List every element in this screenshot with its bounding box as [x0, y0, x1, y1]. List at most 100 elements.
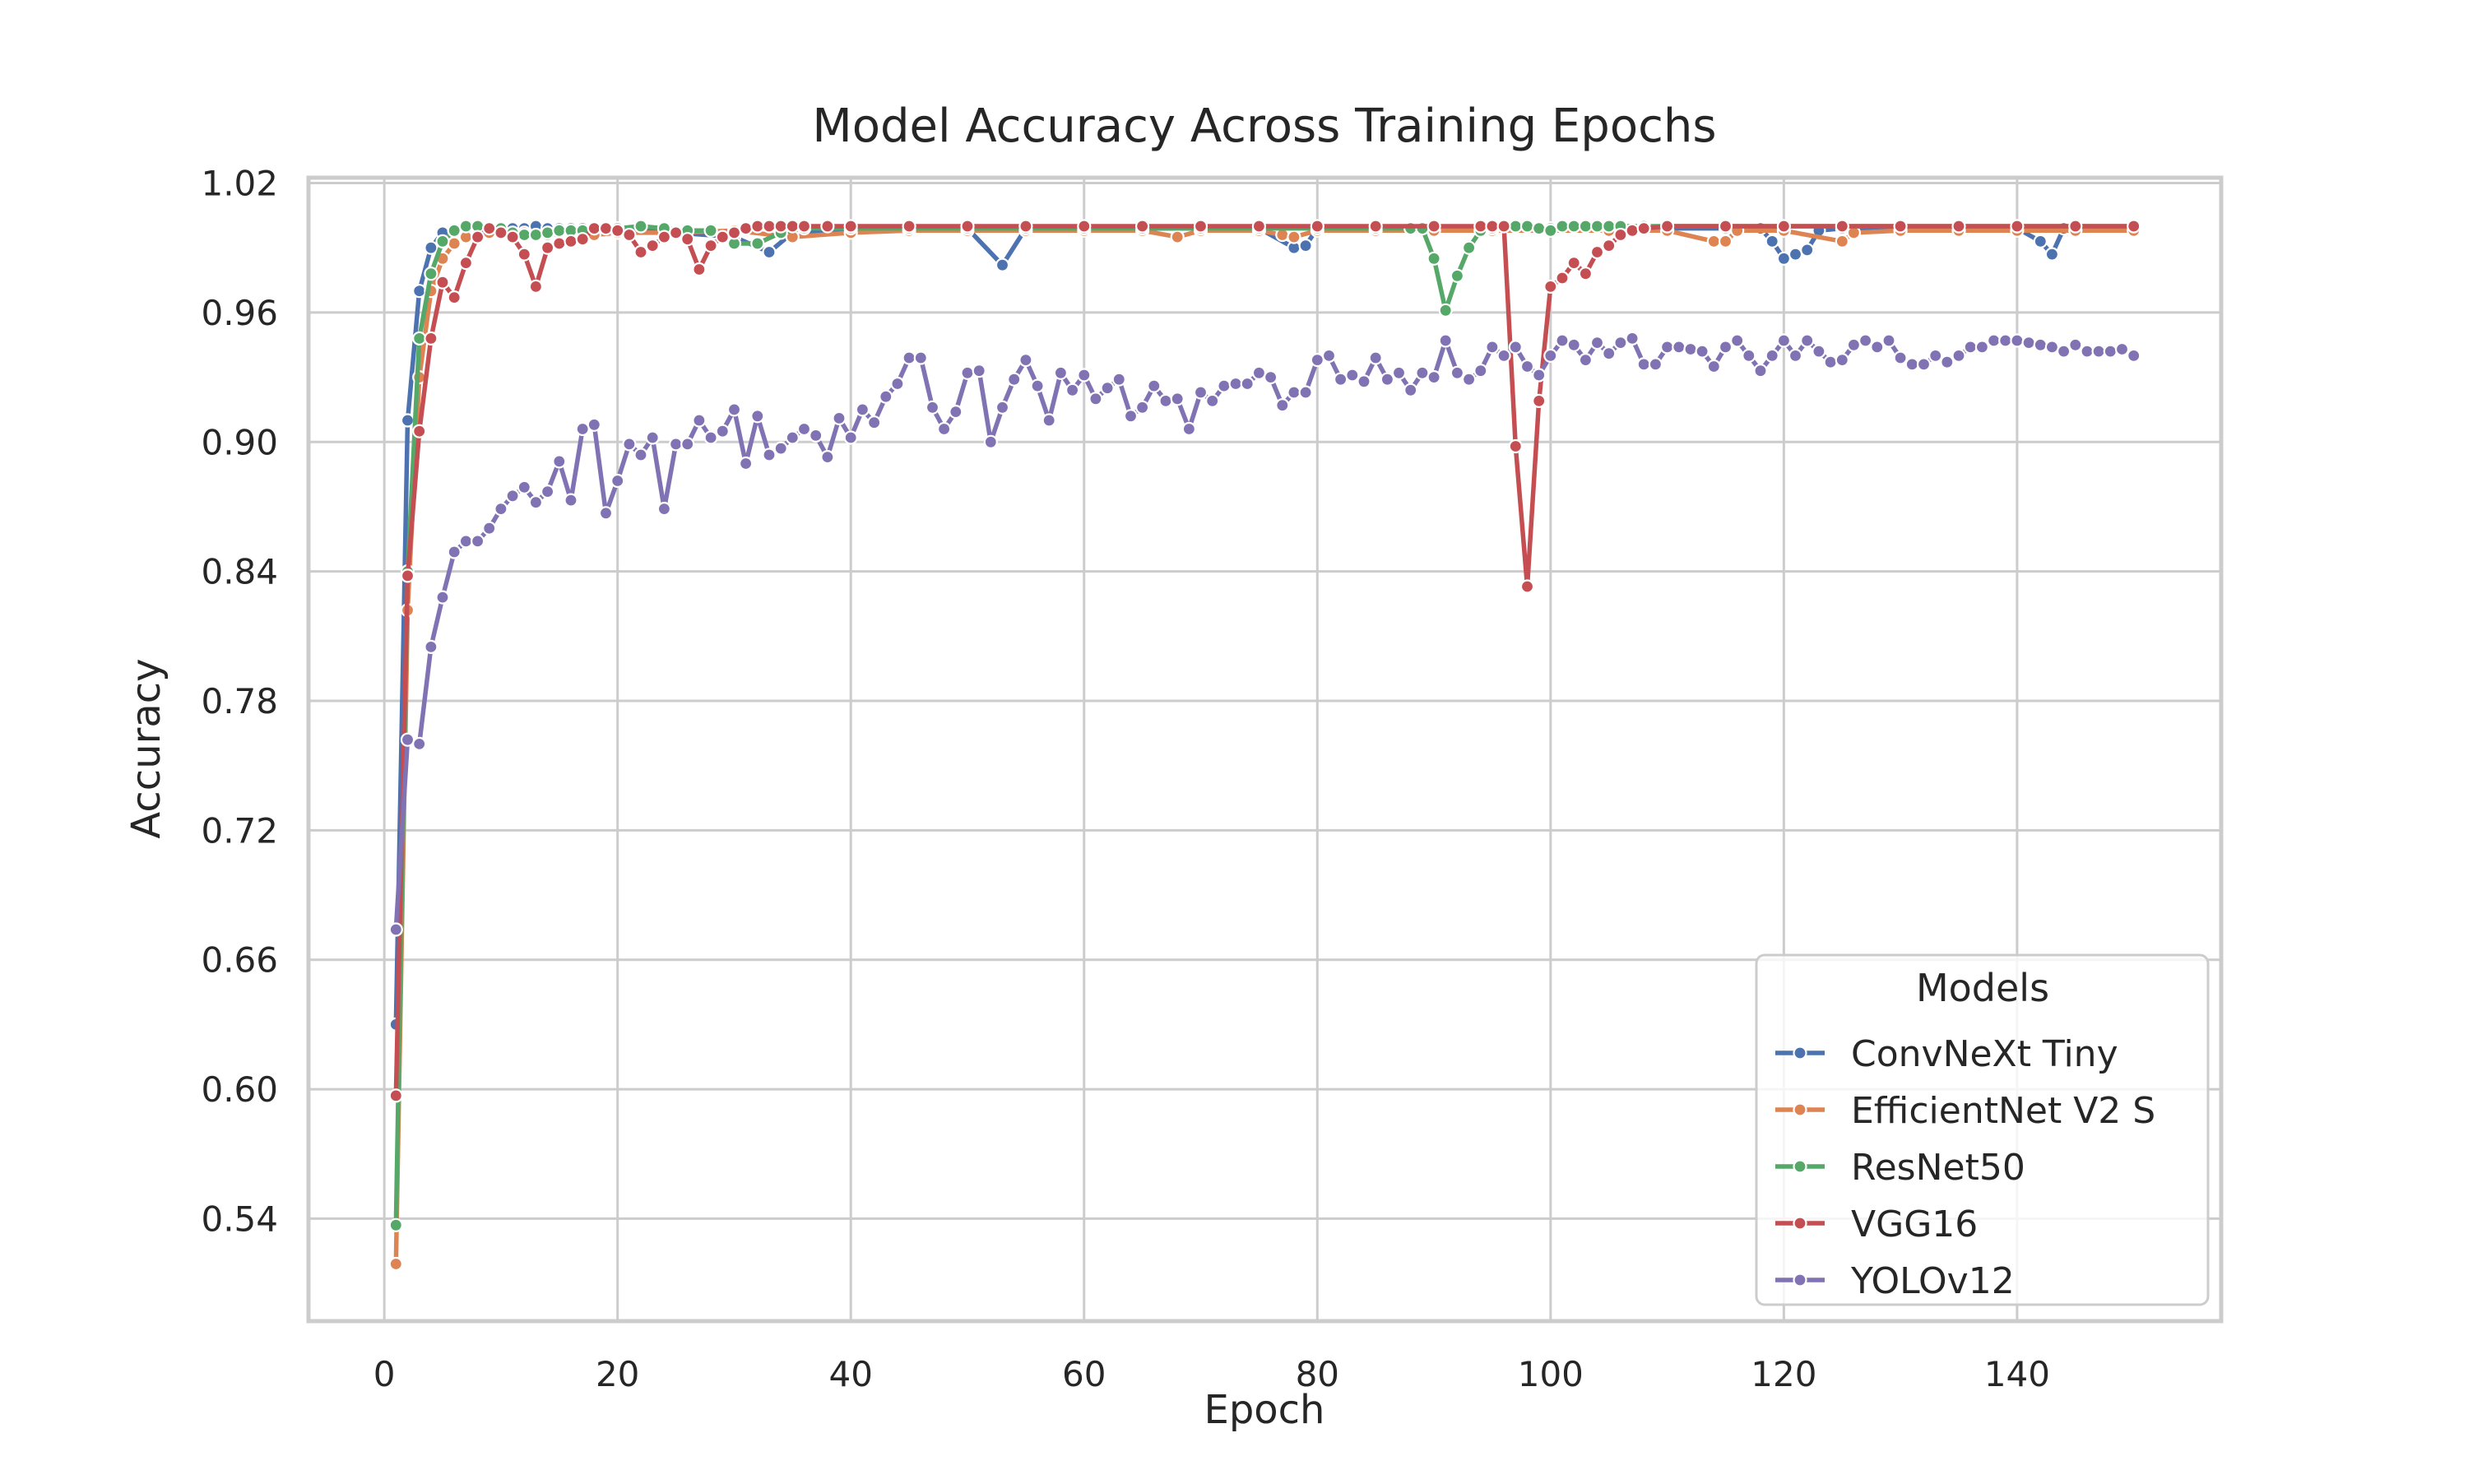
- data-point: [1940, 355, 1955, 369]
- data-point: [1450, 365, 1465, 380]
- x-tick-label: 0: [373, 1354, 396, 1394]
- data-point: [1438, 303, 1453, 318]
- data-point: [1018, 219, 1033, 234]
- data-point: [703, 239, 718, 253]
- data-point: [1974, 340, 1989, 355]
- data-point: [1345, 368, 1360, 383]
- data-point: [1333, 372, 1348, 387]
- data-point: [1205, 393, 1220, 408]
- data-point: [902, 219, 916, 234]
- data-point: [424, 267, 438, 281]
- data-point: [540, 225, 555, 240]
- data-point: [1706, 359, 1721, 374]
- data-point: [2103, 344, 2118, 359]
- legend-item: VGG16: [1775, 1203, 1978, 1245]
- data-point: [738, 456, 754, 471]
- data-point: [1508, 438, 1523, 454]
- data-point: [424, 639, 438, 655]
- data-point: [1648, 357, 1663, 372]
- data-point: [1298, 239, 1313, 253]
- data-point: [866, 415, 882, 430]
- data-point: [1578, 267, 1594, 281]
- data-point: [1998, 333, 2013, 348]
- data-point: [1800, 333, 1815, 348]
- legend-swatch-marker: [1793, 1273, 1807, 1287]
- data-point: [726, 225, 742, 240]
- data-point: [400, 732, 415, 747]
- data-point: [1461, 372, 1477, 387]
- tick-labels: 0 20 40 60 80 100 120 140 0.54 0.60 0.66 0.72 0.78 0.…: [201, 164, 2050, 1394]
- data-point: [1566, 256, 1581, 271]
- data-point: [424, 331, 438, 345]
- data-point: [2127, 348, 2141, 363]
- data-point: [1217, 378, 1232, 393]
- data-point: [1951, 219, 1966, 234]
- data-point: [1134, 400, 1150, 415]
- data-point: [820, 449, 835, 465]
- data-point: [388, 1256, 403, 1272]
- series-yolov12: [388, 331, 2141, 937]
- data-point: [1835, 219, 1849, 234]
- data-point: [598, 221, 614, 236]
- data-point: [1706, 234, 1721, 248]
- data-point: [610, 223, 625, 238]
- data-point: [1683, 341, 1698, 357]
- data-point: [1298, 385, 1313, 400]
- data-point: [388, 1088, 403, 1103]
- data-point: [1100, 381, 1115, 396]
- data-point: [680, 437, 695, 452]
- data-point: [1928, 348, 1943, 363]
- chart-title: Model Accuracy Across Training Epochs: [812, 100, 1716, 153]
- data-point: [750, 219, 765, 234]
- legend-item: ResNet50: [1775, 1147, 2025, 1189]
- data-point: [447, 290, 462, 305]
- legend-label: EfficientNet V2 S: [1851, 1090, 2155, 1132]
- data-point: [925, 400, 940, 415]
- y-axis-label: Accuracy: [123, 658, 169, 838]
- data-point: [855, 402, 870, 417]
- data-point: [1578, 353, 1594, 368]
- x-tick-label: 80: [1296, 1354, 1339, 1394]
- data-point: [622, 437, 637, 452]
- legend-item: ConvNeXt Tiny: [1775, 1033, 2118, 1075]
- x-axis-label: Epoch: [1204, 1387, 1325, 1433]
- data-point: [972, 364, 986, 378]
- data-point: [1461, 240, 1477, 255]
- data-point: [633, 244, 648, 260]
- data-point: [564, 493, 578, 508]
- data-point: [1543, 223, 1558, 238]
- data-point: [1753, 364, 1768, 378]
- data-point: [1916, 357, 1932, 372]
- data-point: [458, 534, 474, 549]
- data-point: [2114, 341, 2130, 357]
- data-point: [552, 236, 567, 251]
- x-tick-label: 100: [1518, 1354, 1584, 1394]
- data-point: [494, 501, 508, 517]
- data-point: [1636, 357, 1651, 372]
- data-point: [843, 430, 858, 445]
- y-tick-label: 0.96: [201, 293, 278, 333]
- x-tick-label: 60: [1062, 1354, 1106, 1394]
- legend-title: Models: [1916, 966, 2049, 1010]
- data-point: [1134, 219, 1150, 234]
- data-point: [2010, 219, 2025, 234]
- data-point: [1589, 336, 1605, 350]
- data-point: [1672, 340, 1686, 355]
- data-point: [1380, 372, 1395, 387]
- data-point: [2010, 333, 2025, 348]
- data-point: [447, 223, 462, 238]
- data-point: [517, 227, 531, 243]
- data-point: [587, 417, 601, 432]
- data-point: [1555, 219, 1570, 234]
- data-point: [482, 521, 497, 536]
- data-point: [890, 376, 905, 392]
- x-tick-label: 120: [1751, 1354, 1816, 1394]
- data-point: [528, 227, 544, 243]
- data-point: [820, 219, 835, 234]
- data-point: [703, 223, 718, 238]
- data-point: [1310, 353, 1324, 368]
- data-point: [1147, 378, 1162, 393]
- data-point: [1251, 365, 1267, 380]
- data-point: [1893, 350, 1908, 365]
